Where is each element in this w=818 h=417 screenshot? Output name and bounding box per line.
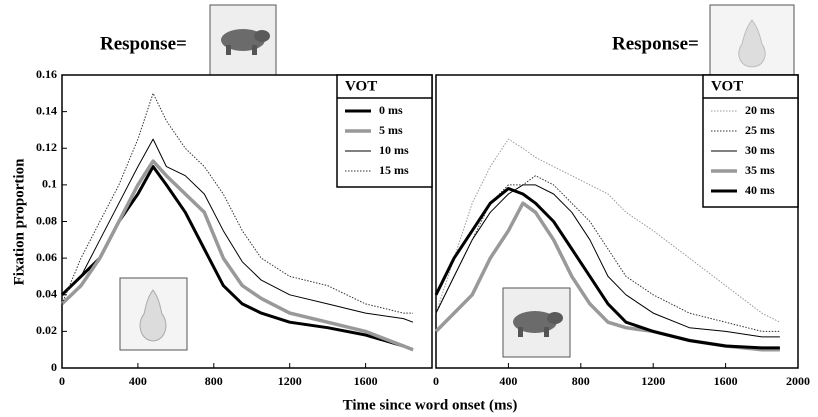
y-tick-label: 0.02 bbox=[36, 323, 57, 337]
x-tick-label: 1600 bbox=[714, 374, 738, 388]
pear-inset bbox=[119, 277, 188, 351]
series-line bbox=[60, 165, 414, 352]
x-tick-label: 1200 bbox=[278, 374, 302, 388]
series-line bbox=[435, 184, 780, 338]
legend-label: 30 ms bbox=[745, 143, 775, 157]
y-tick-label: 0.1 bbox=[42, 177, 57, 191]
legend-label: 10 ms bbox=[379, 143, 409, 157]
legend-title: VOT bbox=[711, 78, 743, 94]
y-tick-label: 0.14 bbox=[36, 103, 57, 117]
plot-frame bbox=[435, 74, 799, 369]
x-tick-label: 400 bbox=[129, 374, 147, 388]
y-tick-label: 0.08 bbox=[36, 213, 57, 227]
panel-title: Response= bbox=[612, 33, 699, 54]
series-line bbox=[434, 187, 780, 350]
legend-label: 20 ms bbox=[745, 103, 775, 117]
x-tick-label: 400 bbox=[499, 374, 517, 388]
legend-label: 35 ms bbox=[745, 163, 775, 177]
y-tick-label: 0.12 bbox=[36, 140, 57, 154]
x-axis-label: Time since word onset (ms) bbox=[343, 397, 518, 413]
x-tick-label: 800 bbox=[205, 374, 223, 388]
panel-title: Response= bbox=[100, 33, 187, 54]
y-tick-label: 0 bbox=[51, 360, 57, 374]
series-line bbox=[61, 92, 413, 314]
series-line bbox=[60, 159, 414, 352]
y-tick-label: 0.06 bbox=[36, 250, 57, 264]
legend-label: 15 ms bbox=[379, 163, 409, 177]
x-tick-label: 800 bbox=[572, 374, 590, 388]
series-line bbox=[61, 138, 414, 323]
pear-icon bbox=[709, 4, 795, 76]
legend-label: 5 ms bbox=[379, 123, 403, 137]
series-line bbox=[435, 175, 780, 332]
legend-label: 25 ms bbox=[745, 123, 775, 137]
x-tick-label: 0 bbox=[433, 374, 439, 388]
legend-box bbox=[702, 74, 799, 208]
y-tick-label: 0.04 bbox=[36, 287, 57, 301]
legend-title: VOT bbox=[345, 78, 377, 94]
bear-icon bbox=[209, 4, 277, 76]
x-tick-label: 2000 bbox=[786, 374, 810, 388]
y-tick-label: 0.16 bbox=[36, 67, 57, 81]
legend-label: 40 ms bbox=[745, 183, 775, 197]
y-axis-label: Fixation proportion bbox=[11, 158, 27, 285]
x-tick-label: 1200 bbox=[641, 374, 665, 388]
legend-label: 0 ms bbox=[379, 103, 403, 117]
x-tick-label: 0 bbox=[59, 374, 65, 388]
bear-inset bbox=[502, 287, 571, 358]
x-tick-label: 1600 bbox=[354, 374, 378, 388]
